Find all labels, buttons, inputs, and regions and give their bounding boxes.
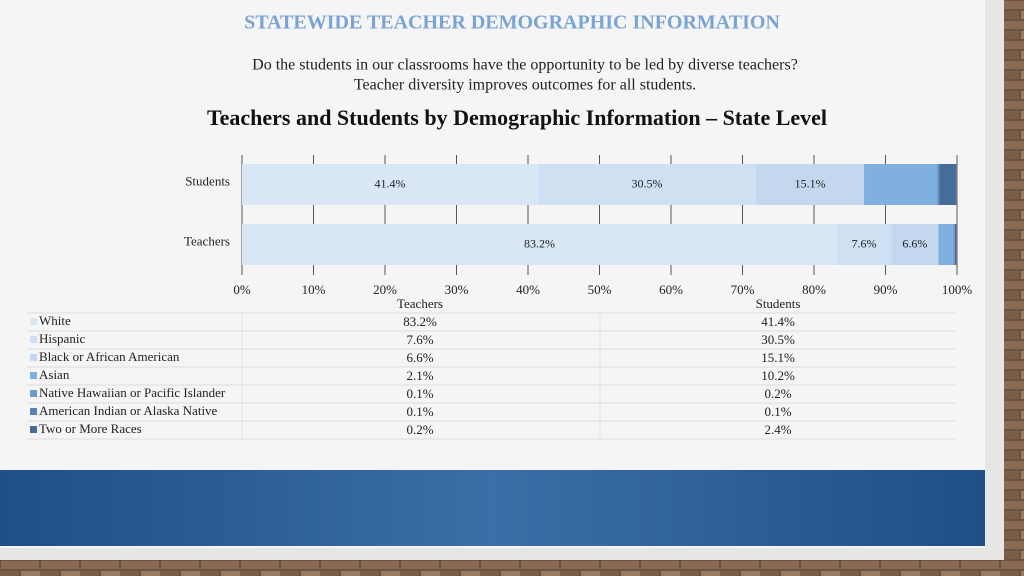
table-header: Teachers: [397, 296, 443, 311]
data-label: 15.1%: [795, 176, 826, 190]
legend-swatch: [30, 408, 37, 415]
table-cell: 2.1%: [406, 368, 433, 383]
bar-segment: [954, 224, 957, 265]
x-tick-label: 100%: [942, 282, 973, 297]
legend-label: Native Hawaiian or Pacific Islander: [39, 385, 226, 400]
legend-label: Asian: [39, 367, 70, 382]
table-cell: 0.1%: [406, 386, 433, 401]
table-cell: 83.2%: [403, 314, 437, 329]
y-tick-label: Teachers: [184, 233, 230, 248]
x-tick-label: 80%: [802, 282, 826, 297]
table-cell: 10.2%: [761, 368, 795, 383]
table-cell: 0.1%: [764, 404, 791, 419]
plot: 0% 10% 20% 30% 40% 50% 60% 70% 80% 90% 100% Student…: [27, 155, 973, 440]
table-cell: 15.1%: [761, 350, 795, 365]
table-cell: 0.1%: [406, 404, 433, 419]
data-label: 7.6%: [852, 236, 877, 250]
legend-swatch: [30, 354, 37, 361]
legend-label: White: [39, 313, 71, 328]
bar-segment: [953, 224, 955, 265]
x-tick-label: 90%: [874, 282, 898, 297]
bar-segment: [756, 164, 865, 205]
bar-segment: [864, 164, 937, 205]
x-tick-label: 20%: [373, 282, 397, 297]
table-cell: 7.6%: [406, 332, 433, 347]
legend-label: Black or African American: [39, 349, 180, 364]
legend-swatch: [30, 390, 37, 397]
legend-label: Hispanic: [39, 331, 85, 346]
data-label: 83.2%: [524, 236, 555, 250]
legend-swatch: [30, 336, 37, 343]
subtitle: Do the students in our classrooms have t…: [252, 57, 798, 74]
data-label: 41.4%: [375, 176, 406, 190]
bar-segment: [891, 224, 939, 265]
subtitle: Teacher diversity improves outcomes for …: [354, 77, 696, 94]
bar-segment: [936, 164, 939, 205]
x-tick-label: 60%: [659, 282, 683, 297]
bar-segment: [938, 164, 940, 205]
legend-swatch: [30, 318, 37, 325]
bar-segment: [538, 164, 757, 205]
x-tick-label: 50%: [588, 282, 612, 297]
table-cell: 41.4%: [761, 314, 795, 329]
table-cell: 0.2%: [764, 386, 791, 401]
x-tick-label: 40%: [516, 282, 540, 297]
y-tick-label: Students: [185, 173, 230, 188]
x-tick-label: 70%: [731, 282, 755, 297]
table-cell: 0.2%: [406, 422, 433, 437]
bar-segment: [242, 224, 837, 265]
bar-segment: [939, 164, 957, 205]
footer-band: [0, 470, 985, 546]
slide-body: [0, 0, 985, 548]
table-cell: 2.4%: [764, 422, 791, 437]
legend-label: American Indian or Alaska Native: [39, 403, 218, 418]
legend-swatch: [30, 426, 37, 433]
table-cell: 6.6%: [406, 350, 433, 365]
chart-title: Teachers and Students by Demographic Inf…: [206, 105, 828, 130]
table-header: Students: [756, 296, 801, 311]
bar-segment: [938, 224, 954, 265]
x-tick-label: 30%: [445, 282, 469, 297]
bar-segment: [954, 224, 955, 265]
data-label: 30.5%: [632, 176, 663, 190]
data-label: 6.6%: [902, 236, 927, 250]
x-tick-label: 0%: [233, 282, 251, 297]
bar-segment: [242, 164, 539, 205]
legend-label: Two or More Races: [39, 421, 142, 436]
bar-segment: [836, 224, 892, 265]
slide-title: STATEWIDE TEACHER DEMOGRAPHIC INFORMATIO…: [244, 12, 780, 34]
table-cell: 30.5%: [761, 332, 795, 347]
legend-swatch: [30, 372, 37, 379]
x-tick-label: 10%: [302, 282, 326, 297]
